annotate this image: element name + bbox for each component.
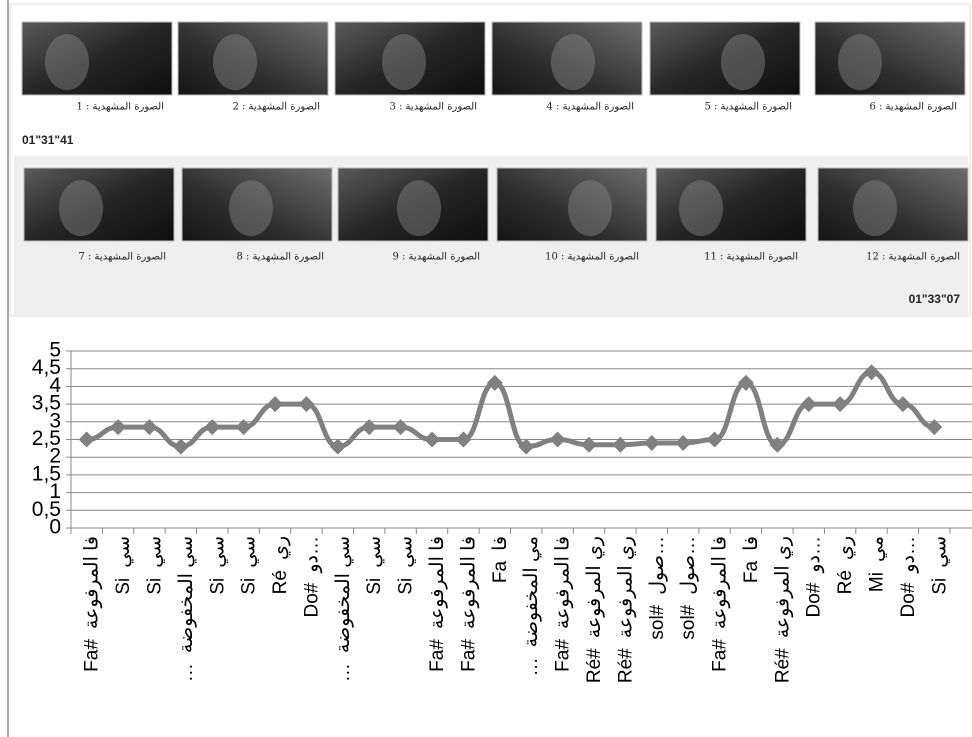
data-marker xyxy=(267,396,283,412)
data-marker xyxy=(644,435,660,451)
frame-figure xyxy=(679,180,723,236)
x-tick-label: سي المخفوضة xyxy=(333,536,354,653)
x-tick-label: سي xyxy=(113,536,134,568)
x-tick-label: مي xyxy=(867,536,888,562)
x-tick-label: Si xyxy=(207,578,228,595)
x-tick-label: Mi xyxy=(867,572,888,592)
x-tick-label: Si xyxy=(364,578,385,595)
x-tick-label: Si xyxy=(113,578,134,595)
x-tick-label: Si xyxy=(144,578,165,595)
x-tick-label: Ré# xyxy=(615,648,636,683)
data-marker xyxy=(801,396,817,412)
figure: الصورة المشهدية : 1 الصورة المشهدية : 2 ال… xyxy=(0,0,972,737)
data-marker xyxy=(550,432,566,448)
x-tick-label: صول… xyxy=(647,536,668,595)
data-marker xyxy=(173,439,189,455)
x-tick-label: سي المخفوضة xyxy=(176,536,197,653)
frame-image xyxy=(22,22,172,95)
frame-caption: الصورة المشهدية : 3 xyxy=(389,102,477,113)
x-tick-label: Fa# xyxy=(458,639,479,672)
x-tick-label: Fa# xyxy=(553,639,574,672)
frame-image xyxy=(815,22,965,95)
x-tick-label: دو… xyxy=(301,536,322,574)
frame-caption: الصورة المشهدية : 12 xyxy=(866,252,960,263)
data-marker xyxy=(675,435,691,451)
frame-caption: الصورة المشهدية : 9 xyxy=(392,252,480,263)
frame-caption: الصورة المشهدية : 11 xyxy=(704,252,798,263)
frame-caption: الصورة المشهدية : 6 xyxy=(869,102,957,113)
x-tick-label: فا xyxy=(490,536,511,551)
frame-caption: الصورة المشهدية : 10 xyxy=(545,252,639,263)
timecode: 01"31"41 xyxy=(22,133,74,147)
frame-figure xyxy=(838,34,882,90)
y-tick-label: 5 xyxy=(49,339,61,362)
x-tick-label: Ré# xyxy=(584,648,605,683)
x-tick-label: Ré xyxy=(270,570,291,594)
x-tick-label: sol# xyxy=(678,604,699,639)
x-tick-label: Ré# xyxy=(772,648,793,683)
x-tick-label: سي xyxy=(929,536,950,568)
x-tick-label: سي xyxy=(396,536,417,568)
x-tick-label: sol# xyxy=(647,604,668,639)
frame-figure xyxy=(551,34,595,90)
x-tick-label: Fa xyxy=(490,560,511,583)
frame-figure xyxy=(229,180,273,236)
x-tick-label: Ré xyxy=(835,570,856,594)
frame-caption: الصورة المشهدية : 5 xyxy=(704,102,792,113)
page: الصورة المشهدية : 1 الصورة المشهدية : 2 ال… xyxy=(0,0,972,737)
x-tick-label: فا المرفوعة xyxy=(710,536,731,629)
x-tick-label: ري xyxy=(835,536,856,560)
x-tick-label: Fa# xyxy=(82,639,103,672)
x-tick-label: Fa# xyxy=(427,639,448,672)
data-marker xyxy=(424,432,440,448)
frame-caption: الصورة المشهدية : 8 xyxy=(236,252,324,263)
x-tick-label: فا xyxy=(741,536,762,551)
frame-figure xyxy=(213,34,257,90)
data-marker xyxy=(864,364,880,380)
frame-figure xyxy=(721,34,765,90)
timecode: 01"33"07 xyxy=(909,292,961,306)
x-tick-label: فا المرفوعة xyxy=(427,536,448,629)
x-tick-label: ري المرفوعة xyxy=(615,536,636,638)
frame-image xyxy=(656,168,806,241)
frame-caption: الصورة المشهدية : 2 xyxy=(232,102,320,113)
frame-figure xyxy=(45,34,89,90)
frame-figure xyxy=(59,180,103,236)
frame-figure xyxy=(397,180,441,236)
frame-caption: الصورة المشهدية : 1 xyxy=(76,102,164,113)
x-tick-label: Si xyxy=(239,578,260,595)
x-tick-label: صول… xyxy=(678,536,699,595)
x-tick-label: دو… xyxy=(898,536,919,574)
x-tick-label: Fa xyxy=(741,560,762,583)
frame-caption: الصورة المشهدية : 4 xyxy=(546,102,634,113)
frame-figure xyxy=(568,180,612,236)
x-tick-label: Do# xyxy=(301,582,322,617)
x-tick-label: … xyxy=(176,663,197,682)
x-tick-label: فا المرفوعة xyxy=(82,536,103,629)
x-tick-label: Si xyxy=(929,578,950,595)
frame-caption: الصورة المشهدية : 7 xyxy=(78,252,166,263)
x-tick-label: ري xyxy=(270,536,291,560)
frame-figure xyxy=(853,180,897,236)
x-tick-label: فا المرفوعة xyxy=(553,536,574,629)
x-tick-label: سي xyxy=(144,536,165,568)
x-tick-label: دو… xyxy=(804,536,825,574)
data-marker xyxy=(79,432,95,448)
x-tick-label: سي xyxy=(207,536,228,568)
data-marker xyxy=(895,396,911,412)
x-tick-label: Si xyxy=(396,578,417,595)
x-tick-label: Do# xyxy=(804,582,825,617)
x-tick-label: سي xyxy=(364,536,385,568)
x-tick-label: Do# xyxy=(898,582,919,617)
x-tick-label: … xyxy=(521,657,542,676)
data-marker xyxy=(832,396,848,412)
frame-figure xyxy=(382,34,426,90)
x-tick-label: مي المخفوضة xyxy=(521,536,542,647)
x-tick-label: فا المرفوعة xyxy=(458,536,479,629)
x-tick-label: سي xyxy=(239,536,260,568)
x-tick-label: Fa# xyxy=(710,639,731,672)
x-tick-label: … xyxy=(333,663,354,682)
x-tick-label: ري المرفوعة xyxy=(772,536,793,638)
x-tick-label: ري المرفوعة xyxy=(584,536,605,638)
